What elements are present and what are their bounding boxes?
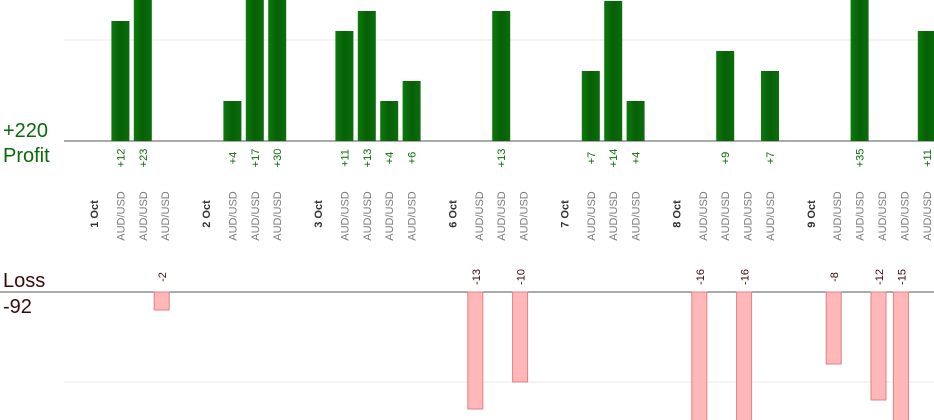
profit-value-label: +12 (115, 149, 127, 168)
loss-value-label: -16 (740, 269, 752, 285)
loss-bar (736, 291, 753, 420)
date-label: 9 Oct (806, 200, 818, 228)
loss-value-label: -15 (896, 269, 908, 285)
pair-label: AUD/USD (519, 191, 531, 241)
date-label: 2 Oct (201, 200, 213, 228)
profit-bar (133, 0, 152, 141)
profit-bar (268, 0, 287, 141)
pair-label: AUD/USD (608, 191, 620, 241)
profit-bar (917, 31, 934, 141)
profit-value-label: +11 (922, 149, 934, 167)
profit-total: +220 (3, 120, 49, 142)
profit-bar (357, 11, 376, 141)
pair-label: AUD/USD (384, 191, 396, 241)
loss-bar (691, 291, 708, 420)
date-label: 3 Oct (313, 200, 325, 228)
pair-label: AUD/USD (362, 191, 374, 241)
pair-label: AUD/USD (474, 191, 486, 241)
loss-bar (467, 291, 484, 410)
loss-value-label: -2 (157, 272, 169, 282)
profit-value-label: +13 (362, 149, 374, 168)
profit-bar (245, 0, 264, 141)
profit-bar (335, 31, 354, 141)
pair-label: AUD/USD (899, 191, 911, 241)
profit-bar (581, 71, 600, 141)
pair-label: AUD/USD (877, 191, 889, 241)
bars (111, 0, 934, 420)
profit-label: Profit (3, 145, 50, 167)
date-label: 7 Oct (559, 200, 571, 228)
loss-bar (153, 291, 170, 311)
profit-bar (604, 1, 623, 141)
pair-label: AUD/USD (339, 191, 351, 241)
profit-value-label: +11 (339, 149, 351, 167)
pair-label: AUD/USD (272, 191, 284, 241)
date-label: 8 Oct (671, 200, 683, 228)
loss-total: -92 (3, 296, 32, 318)
profit-bar (716, 51, 735, 141)
profit-value-label: +9 (720, 152, 732, 165)
profit-value-label: +4 (384, 152, 396, 165)
pair-label: AUD/USD (720, 191, 732, 241)
pair-label: AUD/USD (922, 191, 934, 241)
profit-value-label: +17 (250, 149, 262, 168)
pair-label: AUD/USD (765, 191, 777, 241)
loss-bar (870, 291, 887, 401)
profit-bar (111, 21, 130, 141)
pair-label: AUD/USD (698, 191, 710, 241)
profit-bar (626, 101, 645, 141)
loss-bar (512, 291, 529, 383)
pair-label: AUD/USD (586, 191, 598, 241)
date-label: 1 Oct (89, 200, 101, 228)
profit-value-label: +23 (138, 149, 150, 168)
profit-value-label: +13 (496, 149, 508, 168)
pair-label: AUD/USD (743, 191, 755, 241)
profit-bar (761, 71, 779, 141)
pair-label: AUD/USD (496, 191, 508, 241)
pair-label: AUD/USD (227, 191, 239, 241)
loss-value-label: -13 (471, 269, 483, 285)
pair-label: AUD/USD (832, 191, 844, 241)
profit-value-label: +7 (586, 152, 598, 165)
pair-label: AUD/USD (160, 191, 172, 241)
profit-bar (492, 11, 511, 141)
profit-value-label: +30 (272, 149, 284, 168)
pair-label: AUD/USD (855, 191, 867, 241)
labels: 1 Oct AUD/USD +12 AUD/USD +23 AUD/USD -2 2 Oct A… (89, 149, 934, 285)
profit-value-label: +14 (608, 149, 620, 168)
profit-value-label: +7 (765, 152, 777, 165)
loss-value-label: -12 (874, 269, 886, 285)
pair-label: AUD/USD (250, 191, 262, 241)
profit-bar (402, 81, 421, 141)
loss-bar (825, 291, 842, 365)
loss-value-label: -16 (695, 269, 707, 285)
loss-value-label: -10 (516, 269, 528, 285)
profit-value-label: +6 (407, 152, 419, 165)
profit-bar (223, 101, 242, 141)
profit-bar (850, 0, 869, 141)
date-label: 6 Oct (447, 200, 459, 228)
pair-label: AUD/USD (138, 191, 150, 241)
loss-value-label: -8 (829, 272, 841, 282)
profit-bar (380, 101, 399, 141)
pair-label: AUD/USD (631, 191, 643, 241)
profit-value-label: +4 (631, 152, 643, 165)
loss-label: Loss (3, 270, 46, 292)
loss-bar (892, 291, 909, 420)
pair-label: AUD/USD (407, 191, 419, 241)
profit-value-label: +4 (227, 152, 239, 165)
profit-value-label: +35 (855, 149, 867, 168)
pair-label: AUD/USD (115, 191, 127, 241)
